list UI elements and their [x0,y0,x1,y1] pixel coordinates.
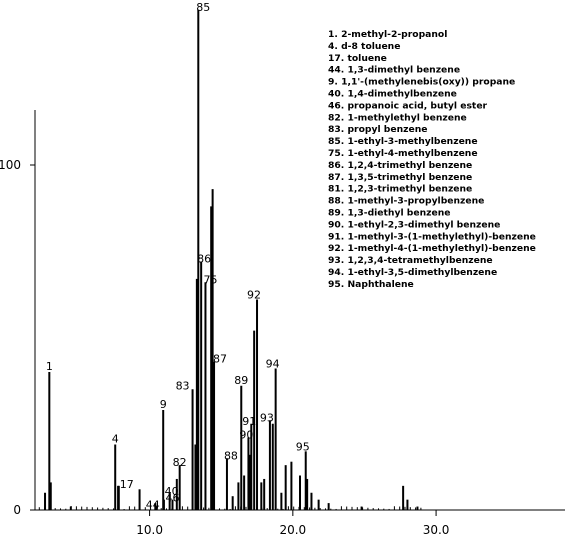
peak-label-90: 90 [239,429,253,442]
peak-bars [38,9,422,510]
legend-entry: 1. 2-methyl-2-propanol [328,29,447,40]
legend-entry: 85. 1-ethyl-3-methylbenzene [328,136,478,147]
peak-label-92: 92 [247,289,261,302]
legend-entry: 46. propanoic acid, butyl ester [328,100,488,111]
y-tick-label: 0 [13,503,21,517]
peak-label-95: 95 [296,440,310,453]
legend-entry: 91. 1-methyl-3-(1-methylethyl)-benzene [328,231,536,242]
peak-label-1: 1 [46,360,53,373]
ticks: 10.0 20.0 30.0 0 100 [0,158,449,537]
legend-entry: 94. 1-ethyl-3,5-dimethylbenzene [328,267,497,278]
peak-label-93: 93 [260,411,274,424]
peak-label-89: 89 [234,374,248,387]
peak-label-44: 44 [146,499,160,512]
x-tick-label: 20.0 [279,523,306,537]
legend-entry: 17. toluene [328,53,387,64]
legend-entry: 44. 1,3-dimethyl benzene [328,65,460,76]
legend-entry: 86. 1,2,4-trimethyl benzene [328,160,472,171]
y-tick-label: 100 [0,158,21,172]
peak-label-87: 87 [213,353,227,366]
legend-entry: 81. 1,2,3-trimethyl benzene [328,184,472,195]
peak-label-17: 17 [120,478,134,491]
legend-entry: 93. 1,2,3,4-tetramethylbenzene [328,255,493,266]
legend-entry: 83. propyl benzene [328,124,428,135]
legend-entry: 75. 1-ethyl-4-methylbenzene [328,148,478,159]
peak-label-46: 46 [166,492,180,505]
legend-entry: 88. 1-methyl-3-propylbenzene [328,196,484,207]
peak-label-82: 82 [173,456,187,469]
peak-label-75: 75 [203,273,217,286]
legend-entry: 40. 1,4-dimethylbenzene [328,89,457,100]
peak-label-86: 86 [197,253,211,266]
x-tick-label: 30.0 [423,523,450,537]
peak-label-85: 85 [196,1,210,14]
legend-entry: 90. 1-ethyl-2,3-dimethyl benzene [328,219,500,230]
peak-label-83: 83 [176,379,190,392]
legend-entry: 95. Naphthalene [328,279,414,290]
peak-label-94: 94 [266,358,280,371]
peak-label-4: 4 [112,432,119,445]
peak-label-88: 88 [224,449,238,462]
legend-entry: 92. 1-methyl-4-(1-methylethyl)-benzene [328,243,536,254]
legend-entry: 4. d-8 toluene [328,41,400,52]
peak-label-9: 9 [160,398,167,411]
peak-label-91: 91 [242,415,256,428]
legend-entry: 89. 1,3-diethyl benzene [328,208,451,219]
legend-entry: 9. 1,1'-(methylenebis(oxy)) propane [328,77,515,88]
peak-label-40: 40 [165,485,179,498]
legend-entry: 87. 1,3,5-trimethyl benzene [328,172,472,183]
legend-entry: 82. 1-methylethyl benzene [328,112,467,123]
x-tick-label: 10.0 [136,523,163,537]
